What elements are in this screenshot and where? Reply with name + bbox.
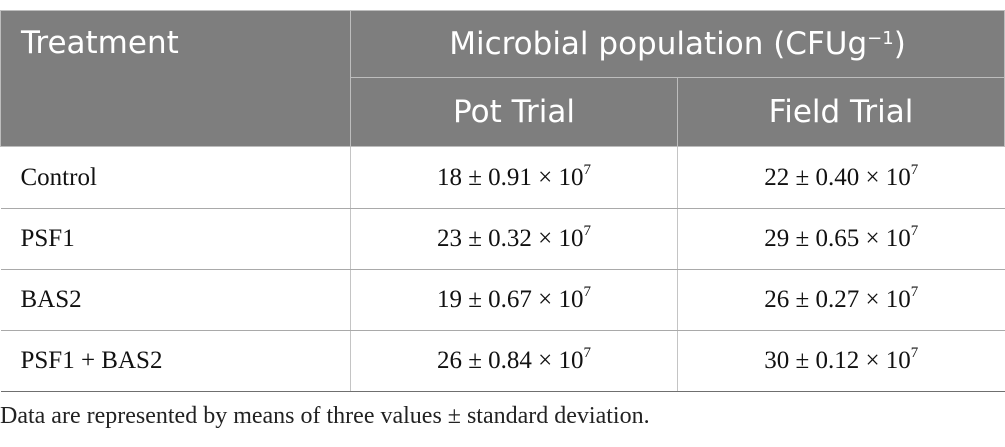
cell-field-trial: 22 ± 0.40 × 107 [677,146,1005,209]
cell-exponent: 7 [910,161,919,178]
table-body: Control 18 ± 0.91 × 107 22 ± 0.40 × 107 … [0,146,1005,392]
cell-treatment: PSF1 + BAS2 [0,330,351,392]
cell-value: 26 ± 0.27 × 10 [764,286,911,313]
cell-exponent: 7 [583,161,592,178]
cell-exponent: 7 [910,284,919,300]
table-row: PSF1 + BAS2 26 ± 0.84 × 107 30 ± 0.12 × … [0,330,1005,392]
header-row-2: Pot Trial Field Trial [1,77,1005,147]
table-row: PSF1 23 ± 0.32 × 107 29 ± 0.65 × 107 [0,208,1005,270]
header-pot-trial: Pot Trial [350,77,678,147]
cell-pot-trial: 18 ± 0.91 × 107 [350,146,678,209]
cell-treatment: BAS2 [0,269,351,331]
cell-treatment: Control [0,146,351,209]
cell-value: 22 ± 0.40 × 10 [764,163,911,191]
cell-pot-trial: 23 ± 0.32 × 107 [350,208,678,270]
cell-pot-trial: 26 ± 0.84 × 107 [350,330,678,392]
cell-value: 23 ± 0.32 × 10 [436,225,584,252]
cell-exponent: 7 [583,345,592,361]
cell-value: 26 ± 0.84 × 10 [436,347,584,374]
table-header: Treatment Microbial population (CFUg−1) … [0,10,1005,147]
header-group-label: Microbial population (CFUg [449,26,868,62]
cell-value: 18 ± 0.91 × 10 [436,163,584,191]
cell-field-trial: 29 ± 0.65 × 107 [677,208,1005,270]
data-table-container: Treatment Microbial population (CFUg−1) … [0,10,1005,392]
table-row: BAS2 19 ± 0.67 × 107 26 ± 0.27 × 107 [0,269,1005,331]
cell-value: 19 ± 0.67 × 10 [436,286,584,313]
header-field-trial: Field Trial [676,77,1005,147]
header-group-unit-exponent: −1 [867,28,894,49]
cell-value: 30 ± 0.12 × 10 [764,347,911,374]
cell-exponent: 7 [910,345,919,361]
cell-field-trial: 26 ± 0.27 × 107 [677,269,1005,331]
table-row: Control 18 ± 0.91 × 107 22 ± 0.40 × 107 [0,146,1005,209]
header-treatment: Treatment [0,10,351,147]
header-row-1: Treatment Microbial population (CFUg−1) [0,10,1005,147]
header-group-label-close: ) [893,26,906,62]
cell-field-trial: 30 ± 0.12 × 107 [677,330,1005,392]
cell-exponent: 7 [583,223,592,239]
table-footnote: Data are represented by means of three v… [0,403,650,429]
cell-exponent: 7 [910,223,919,239]
cell-exponent: 7 [583,284,592,300]
cell-value: 29 ± 0.65 × 10 [764,225,911,252]
header-microbial-population: Microbial population (CFUg−1) [349,10,1005,78]
cell-treatment: PSF1 [0,208,351,270]
cell-pot-trial: 19 ± 0.67 × 107 [350,269,678,331]
microbial-population-table: Treatment Microbial population (CFUg−1) … [0,10,1005,392]
